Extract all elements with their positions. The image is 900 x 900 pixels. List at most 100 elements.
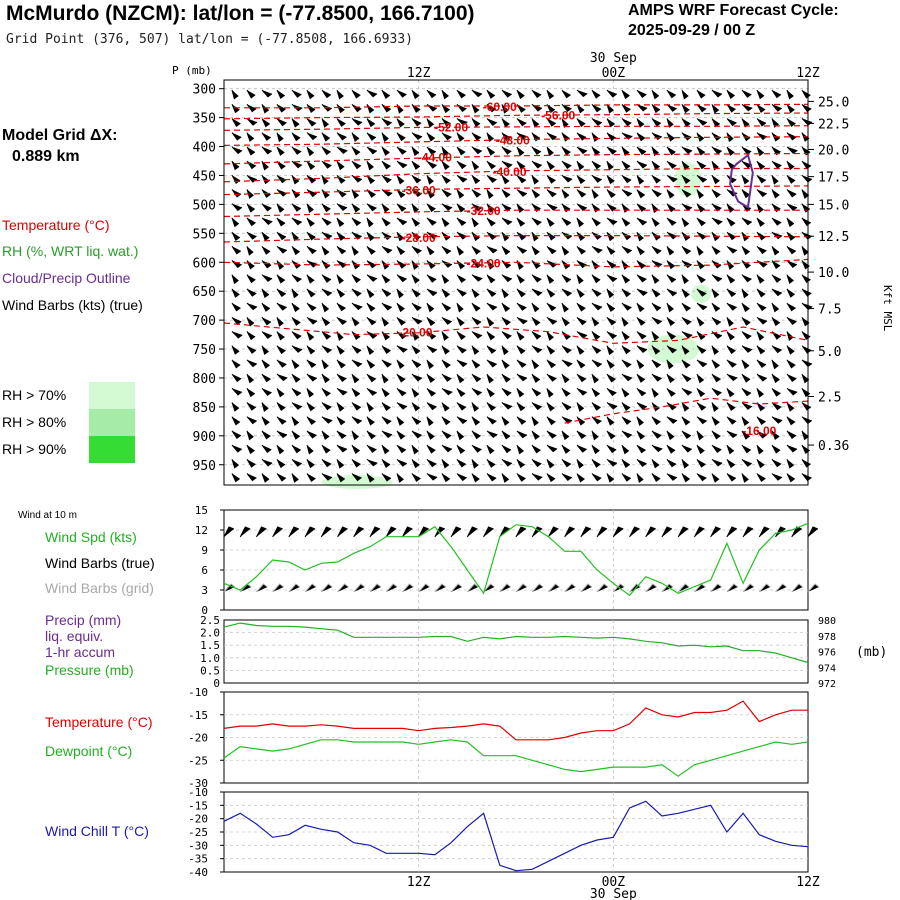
wind-barb [246,203,255,213]
wind-barb-grid [515,583,528,593]
isotherm-11 [564,397,809,424]
wind-barb [576,231,585,241]
wind-barb [396,160,408,169]
wind-barb [426,89,437,99]
wind-barb-true [255,526,267,538]
wind-barb [591,359,603,368]
wind-barb [576,160,585,171]
wind-barb [756,430,767,439]
wind-barb [786,118,796,127]
wind-barb [441,444,453,453]
wind-barb [756,132,768,141]
isotherm-10 [223,322,809,344]
wind-barb [621,288,631,298]
wind-barb [561,288,572,297]
wind-barb [636,402,648,410]
wind-barb [591,260,600,270]
wind-barb [786,274,794,285]
wind-barb [396,231,405,242]
wind-barb-grid [710,583,722,593]
wind-barb [606,359,615,369]
wind-barb [636,359,645,370]
wind-barb [606,203,617,212]
height-tick-label: 22.5 [818,117,849,132]
wind-barb [291,203,302,212]
wind-barb [591,146,601,156]
wind-barb [651,316,663,325]
wind-barb [426,302,435,313]
wind-barb [351,231,362,240]
wind-barb [516,373,528,382]
wind-barb [681,217,690,228]
wind-barb [276,317,284,327]
wind-barb [441,402,450,412]
wind-barb [486,89,496,99]
wind-barb [441,302,452,312]
wind-barb [291,231,299,242]
wind-barb [546,345,555,355]
wind-barb [441,331,449,341]
wind-barb [546,274,555,284]
wind-barb [531,416,539,427]
wind-barb [501,373,511,383]
wind-barb [531,359,540,370]
wind-barb [651,459,660,469]
wind-barb [591,174,602,183]
wind-barb [606,231,615,242]
wind-barb [411,388,420,398]
wind-barb [726,146,735,156]
wind-barb [306,459,315,469]
wind-barb [711,430,721,440]
wind-barb [531,246,540,256]
wind-barb-true [726,526,738,538]
legend-wind-chill: Wind Chill T (°C) [45,823,149,839]
wind-barb [396,203,407,212]
wind-barb [501,118,510,128]
wind-barb [231,373,242,383]
wind-barb [771,345,782,354]
wind-barb [351,458,361,468]
wind-barb [456,217,467,227]
wind-barb [321,416,333,424]
wind-barb [366,245,376,255]
wind-barb [576,416,586,426]
isotherm-label: -32.00 [467,204,501,218]
wind-barb [666,118,674,128]
wind-barb [666,146,676,156]
wind-barb [696,402,707,411]
wind-barb [336,245,347,255]
forecast-cycle-label: AMPS WRF Forecast Cycle: [628,2,839,19]
wind-barb [291,331,302,340]
wind-barb [276,388,285,398]
wind-at-10m-label: Wind at 10 m [18,510,77,521]
wind-barb [276,103,286,113]
wind-barb [501,288,509,299]
wind-barb [546,430,557,439]
wind-barb [711,387,722,396]
wind-barb [486,473,497,482]
wind-barb [291,473,299,483]
wind-barb [246,430,254,441]
wind-barb [306,132,318,141]
wind-barb [246,260,255,270]
wind-barb [666,203,676,213]
wind-barb [381,288,392,298]
wind-barb [771,288,783,297]
wind-barb [486,245,498,254]
wind-barb [741,473,749,483]
wind-barb [546,373,557,382]
wind-barb [666,231,678,240]
wind-barb [711,118,721,128]
wind-barb [786,174,796,184]
wind-barb [561,458,572,468]
wind-barb [696,118,708,126]
wind-barb [306,274,315,284]
isotherm-2 [223,125,809,131]
wind-barb [636,103,648,112]
wind-barb-true [369,526,381,538]
wind-barb [456,160,467,170]
wind-barb [516,132,528,140]
wind-barb-grid [304,583,317,593]
wind-barb [261,331,273,339]
wind-barb [651,146,659,157]
